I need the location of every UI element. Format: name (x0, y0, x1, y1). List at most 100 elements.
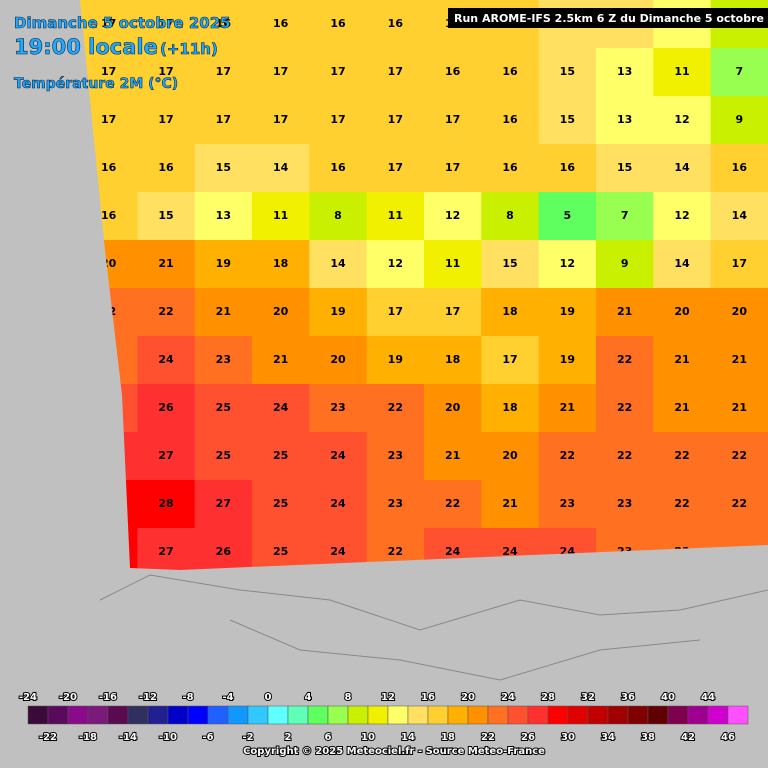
colorbar-label: 38 (641, 732, 655, 743)
field-cell (137, 528, 196, 570)
cell-value: 23 (330, 401, 345, 414)
colorbar-label: 36 (621, 692, 635, 703)
header: Dimanche 5 octobre 2025 19:00 locale (+1… (14, 14, 231, 93)
cell-value: 17 (388, 161, 403, 174)
cell-value: 15 (158, 209, 173, 222)
colorbar-label: -14 (119, 732, 137, 743)
cell-value: 16 (273, 17, 289, 30)
cell-value: 14 (732, 209, 748, 222)
cell-value: 20 (330, 353, 346, 366)
colorbar-swatch (27, 705, 49, 725)
field-cell (366, 0, 425, 49)
cell-value: 22 (617, 401, 632, 414)
cell-value: 22 (158, 305, 173, 318)
cell-value: 20 (273, 305, 289, 318)
cell-value: 16 (502, 161, 518, 174)
colorbar-label: 20 (461, 692, 475, 703)
colorbar-label: 24 (501, 692, 515, 703)
cell-value: 8 (506, 209, 514, 222)
colorbar-swatch (327, 705, 349, 725)
field-cell (653, 432, 712, 481)
colorbar-swatch (267, 705, 289, 725)
field-cell (424, 240, 482, 289)
cell-value: 23 (560, 497, 575, 510)
field-cell (653, 480, 712, 529)
colorbar-swatch (587, 705, 609, 725)
cell-value: 21 (216, 305, 231, 318)
colorbar-label: 12 (381, 692, 395, 703)
field-cell (137, 480, 196, 529)
colorbar-swatch (467, 705, 489, 725)
cell-value: 13 (216, 209, 231, 222)
cell-value: 17 (330, 65, 345, 78)
field-cell (710, 336, 768, 385)
cell-value: 22 (445, 497, 460, 510)
field-cell (481, 192, 540, 241)
colorbar-label: 26 (521, 732, 535, 743)
field-cell (366, 480, 425, 529)
field-cell (252, 240, 310, 289)
colorbar-swatch (607, 705, 629, 725)
temperature-field: 17 17 16 16 16 16 17 16 15 14 12 9 17 17 17 17 17 17 16 16 1… (80, 0, 768, 570)
field-cell (653, 336, 712, 385)
field-cell (309, 336, 368, 385)
cell-value: 16 (502, 113, 518, 126)
cell-value: 24 (330, 449, 346, 462)
field-cell (653, 144, 712, 193)
field-cell (596, 432, 654, 481)
cell-value: 15 (560, 65, 575, 78)
colorbar-label: 6 (325, 732, 332, 743)
field-cell (481, 480, 540, 529)
colorbar-swatch (647, 705, 669, 725)
field-cell (194, 480, 253, 529)
cell-value: 19 (560, 353, 575, 366)
field-cell (424, 384, 482, 433)
colorbar-swatch (547, 705, 569, 725)
cell-value: 14 (674, 161, 690, 174)
cell-value: 17 (101, 113, 116, 126)
field-cell (538, 96, 597, 145)
field-cell (424, 144, 482, 193)
cell-value: 11 (674, 65, 689, 78)
field-cell (137, 432, 196, 481)
colorbar-label: 34 (601, 732, 615, 743)
field-cell (710, 96, 768, 145)
colorbar-label: 0 (265, 692, 272, 703)
cell-value: 20 (445, 401, 461, 414)
colorbar-label: 44 (701, 692, 715, 703)
colorbar-label: -24 (19, 692, 37, 703)
field-cell (194, 240, 253, 289)
colorbar-swatch (707, 705, 729, 725)
variable: Température 2M (°C) (14, 76, 178, 92)
cell-value: 22 (674, 449, 689, 462)
colorbar-swatch (287, 705, 309, 725)
field-cell (194, 48, 253, 97)
cell-value: 21 (158, 257, 173, 270)
colorbar-swatch (247, 705, 269, 725)
field-cell (80, 48, 138, 97)
cell-value: 16 (101, 209, 117, 222)
field-cell (309, 192, 368, 241)
cell-value: 7 (621, 209, 629, 222)
field-cell (366, 336, 425, 385)
field-cell (252, 480, 310, 529)
colorbar-label: -22 (39, 732, 57, 743)
colorbar: -24-22-20-18-16-14-12-10-8-6-4-202468101… (18, 691, 749, 744)
cell-value: 14 (330, 257, 346, 270)
cell-value: 21 (273, 353, 288, 366)
colorbar-label: -10 (159, 732, 177, 743)
field-cell (137, 384, 196, 433)
cell-value: 25 (216, 449, 231, 462)
field-cell (252, 96, 310, 145)
cell-value: 17 (732, 257, 747, 270)
field-cell (481, 384, 540, 433)
cell-value: 21 (674, 353, 689, 366)
field-cell (596, 96, 654, 145)
field-cell (481, 288, 540, 337)
field-cell (309, 48, 368, 97)
field-cell (252, 192, 310, 241)
colorbar-swatch (667, 705, 689, 725)
colorbar-swatch (387, 705, 409, 725)
colorbar-label: -18 (79, 732, 97, 743)
field-cell (481, 48, 540, 97)
